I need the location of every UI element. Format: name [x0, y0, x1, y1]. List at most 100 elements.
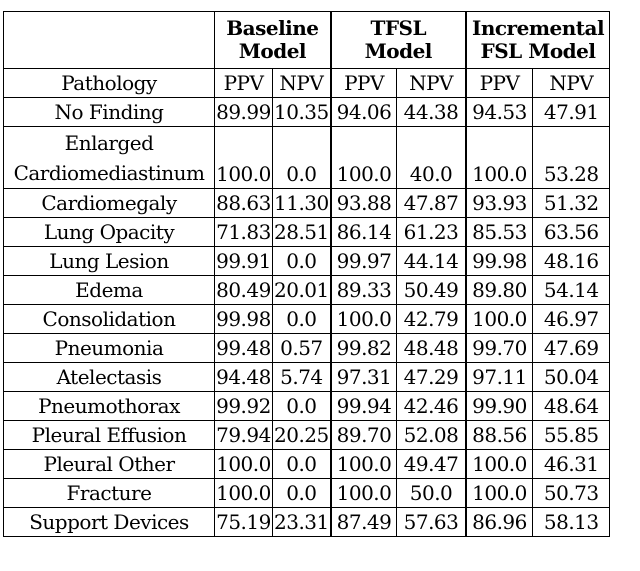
value-cell: 99.82 [329, 333, 398, 363]
metric-header-tfsl-ppv: PPV [329, 68, 398, 98]
metric-header-incremental-npv: NPV [532, 68, 611, 98]
value-cell: 49.47 [396, 449, 467, 479]
value-cell: 57.63 [396, 507, 467, 537]
value-cell: 100.0 [329, 304, 398, 334]
value-cell: 42.79 [396, 304, 467, 334]
pathology-name-line2: Cardiomediastinum [13, 160, 205, 185]
value-cell: 75.19 [214, 507, 273, 537]
value-cell: 0.0 [271, 391, 332, 421]
value-cell: 100.0 [464, 478, 534, 508]
value-cell: 93.93 [464, 188, 534, 218]
group-header-row: Baseline Model TFSL Model Incremental FS… [3, 11, 611, 69]
value-cell: 100.0 [329, 126, 398, 189]
value-cell: 89.70 [329, 420, 398, 450]
value-cell: 100.0 [329, 478, 398, 508]
table-row: Support Devices 75.19 23.31 87.49 57.63 86.96… [3, 507, 611, 537]
value-cell: 47.69 [532, 333, 611, 363]
metric-header-row: Pathology PPV NPV PPV NPV PPV NPV [3, 68, 611, 98]
value-cell: 99.94 [329, 391, 398, 421]
pathology-name-cell: Cardiomegaly [3, 188, 215, 218]
pathology-header: Pathology [3, 68, 215, 98]
results-table: Baseline Model TFSL Model Incremental FS… [3, 11, 611, 537]
value-cell: 54.14 [532, 275, 611, 305]
table-row: Enlarged Cardiomediastinum 100.0 0.0 100.0 40… [3, 126, 611, 189]
value-cell: 100.0 [329, 449, 398, 479]
value-cell: 0.0 [271, 126, 332, 189]
table-row: Atelectasis 94.48 5.74 97.31 47.29 97.11 50.04 [3, 362, 611, 392]
value-cell: 5.74 [271, 362, 332, 392]
value-cell: 100.0 [464, 126, 534, 189]
value-cell: 48.64 [532, 391, 611, 421]
incremental-fsl-model-header: Incremental FSL Model [464, 11, 611, 69]
metric-header-tfsl-npv: NPV [396, 68, 467, 98]
pathology-name-cell: Lung Lesion [3, 246, 215, 276]
value-cell: 53.28 [532, 126, 611, 189]
table-row: Pneumonia 99.48 0.57 99.82 48.48 99.70 47.69 [3, 333, 611, 363]
value-cell: 93.88 [329, 188, 398, 218]
corner-cell [3, 11, 215, 69]
value-cell: 58.13 [532, 507, 611, 537]
value-cell: 99.91 [214, 246, 273, 276]
value-cell: 100.0 [214, 126, 273, 189]
pathology-name-cell: Pleural Effusion [3, 420, 215, 450]
value-cell: 47.91 [532, 97, 611, 127]
value-cell: 85.53 [464, 217, 534, 247]
value-cell: 0.0 [271, 304, 332, 334]
value-cell: 23.31 [271, 507, 332, 537]
value-cell: 100.0 [214, 478, 273, 508]
value-cell: 89.99 [214, 97, 273, 127]
value-cell: 89.80 [464, 275, 534, 305]
incremental-fsl-model-header-line2: FSL Model [480, 39, 596, 63]
value-cell: 46.31 [532, 449, 611, 479]
pathology-name-cell: Pleural Other [3, 449, 215, 479]
value-cell: 80.49 [214, 275, 273, 305]
pathology-name-cell: Edema [3, 275, 215, 305]
value-cell: 51.32 [532, 188, 611, 218]
value-cell: 50.49 [396, 275, 467, 305]
value-cell: 71.83 [214, 217, 273, 247]
table-row: Edema 80.49 20.01 89.33 50.49 89.80 54.14 [3, 275, 611, 305]
value-cell: 0.0 [271, 478, 332, 508]
metric-header-baseline-ppv: PPV [214, 68, 273, 98]
value-cell: 42.46 [396, 391, 467, 421]
value-cell: 50.0 [396, 478, 467, 508]
value-cell: 87.49 [329, 507, 398, 537]
value-cell: 10.35 [271, 97, 332, 127]
pathology-name-cell: Lung Opacity [3, 217, 215, 247]
value-cell: 11.30 [271, 188, 332, 218]
table-row: Consolidation 99.98 0.0 100.0 42.79 100.0 46.9… [3, 304, 611, 334]
pathology-name-cell: Consolidation [3, 304, 215, 334]
value-cell: 94.53 [464, 97, 534, 127]
value-cell: 89.33 [329, 275, 398, 305]
value-cell: 99.48 [214, 333, 273, 363]
table-row: Pleural Other 100.0 0.0 100.0 49.47 100.0 46.3… [3, 449, 611, 479]
value-cell: 97.11 [464, 362, 534, 392]
pathology-name-cell: Pneumonia [3, 333, 215, 363]
table-row: Pleural Effusion 79.94 20.25 89.70 52.08 88.5… [3, 420, 611, 450]
table-row: Lung Lesion 99.91 0.0 99.97 44.14 99.98 48.16 [3, 246, 611, 276]
value-cell: 94.48 [214, 362, 273, 392]
value-cell: 44.14 [396, 246, 467, 276]
value-cell: 99.92 [214, 391, 273, 421]
value-cell: 0.0 [271, 246, 332, 276]
baseline-model-header-line1: Baseline [226, 16, 319, 40]
value-cell: 20.25 [271, 420, 332, 450]
value-cell: 86.14 [329, 217, 398, 247]
value-cell: 40.0 [396, 126, 467, 189]
value-cell: 99.98 [214, 304, 273, 334]
tfsl-model-header: TFSL Model [329, 11, 467, 69]
table-row: Cardiomegaly 88.63 11.30 93.88 47.87 93.93 51.… [3, 188, 611, 218]
table-row: Pneumothorax 99.92 0.0 99.94 42.46 99.90 48.64 [3, 391, 611, 421]
value-cell: 100.0 [464, 449, 534, 479]
value-cell: 88.63 [214, 188, 273, 218]
baseline-model-header: Baseline Model [213, 11, 332, 69]
value-cell: 50.73 [532, 478, 611, 508]
value-cell: 47.29 [396, 362, 467, 392]
pathology-name-cell: Enlarged Cardiomediastinum [3, 126, 215, 189]
value-cell: 94.06 [329, 97, 398, 127]
value-cell: 100.0 [464, 304, 534, 334]
value-cell: 88.56 [464, 420, 534, 450]
table-row: Fracture 100.0 0.0 100.0 50.0 100.0 50.73 [3, 478, 611, 508]
value-cell: 86.96 [464, 507, 534, 537]
value-cell: 100.0 [214, 449, 273, 479]
